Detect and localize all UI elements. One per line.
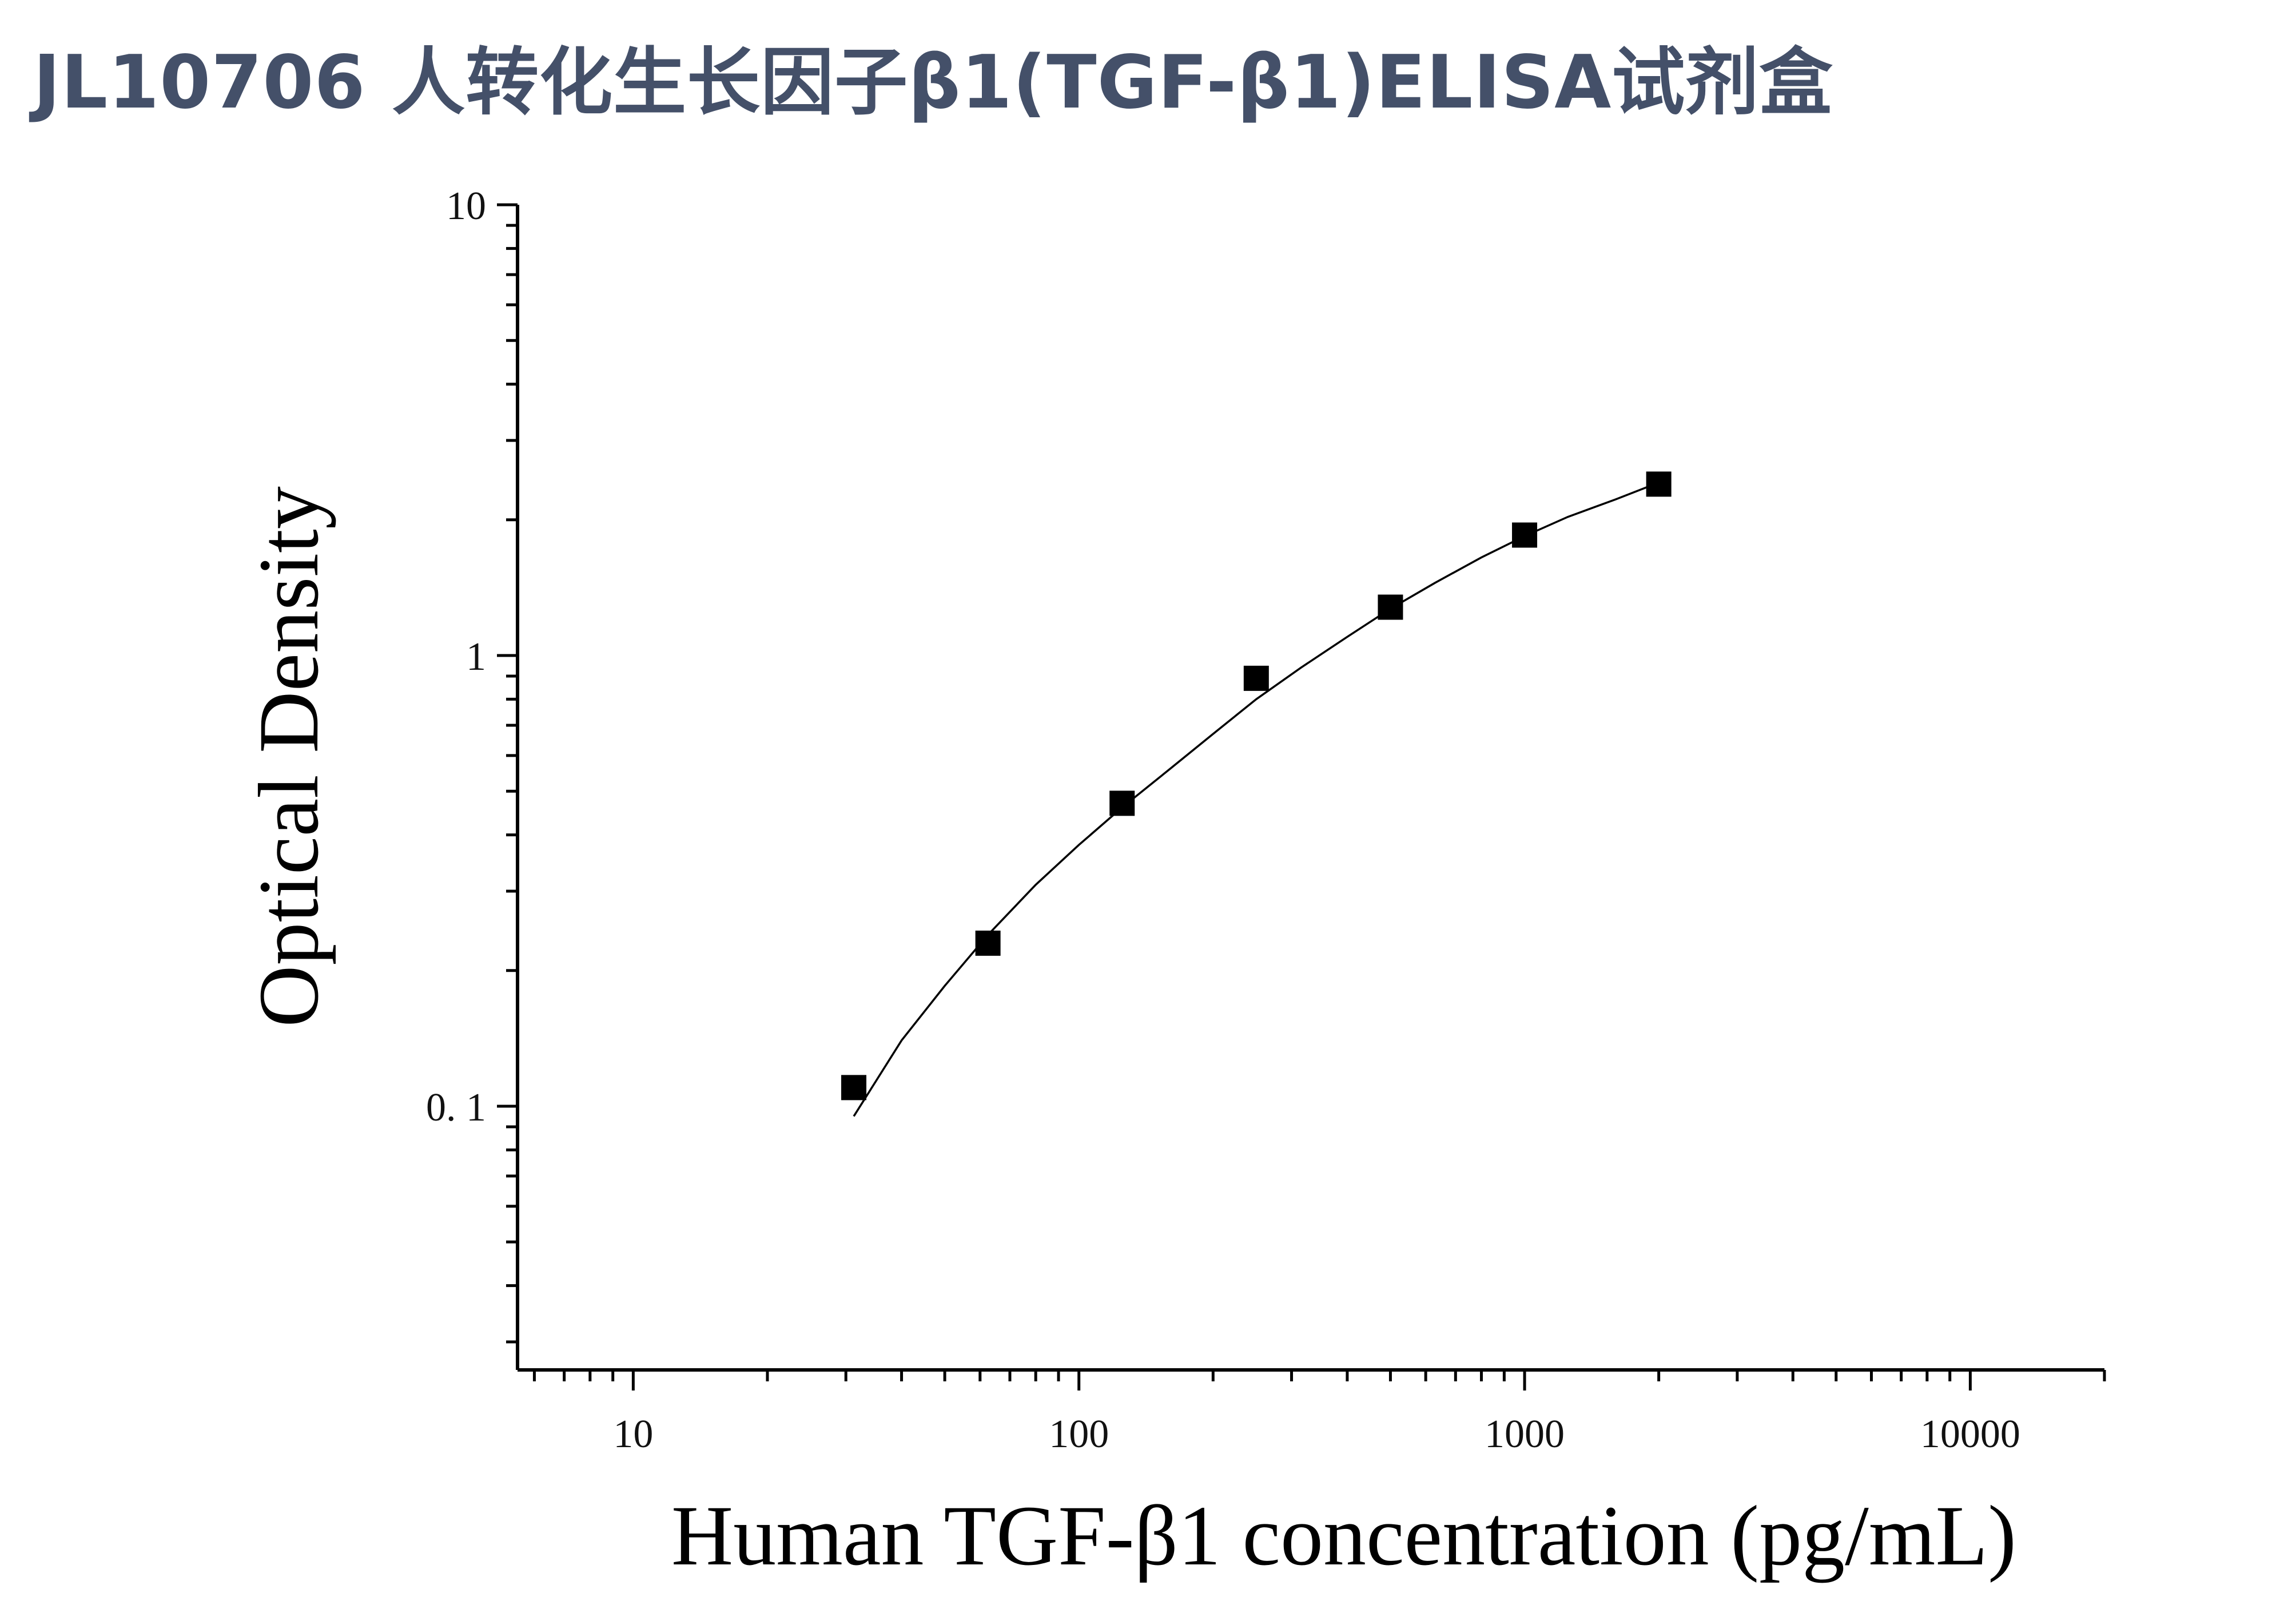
x-tick-label: 100 (1049, 1412, 1109, 1456)
x-tick-label: 10 (613, 1412, 653, 1456)
fit-curve (853, 481, 1660, 1117)
data-point (975, 930, 1001, 956)
y-axis-title: Optical Density (241, 486, 336, 1027)
data-point (1243, 665, 1269, 691)
x-tick-label: 10000 (1920, 1412, 2020, 1456)
x-tick-label: 1000 (1485, 1412, 1565, 1456)
fit-curve-layer (853, 481, 1660, 1117)
data-point (1646, 471, 1672, 497)
data-point (1378, 594, 1403, 620)
axes (497, 203, 2106, 1391)
page-title: JL10706 人转化生长因子β1(TGF-β1)ELISA试剂盒 (33, 40, 1833, 125)
y-tick-label: 1 (466, 635, 486, 679)
data-point (841, 1075, 867, 1101)
data-point (1512, 522, 1538, 548)
data-point (1109, 790, 1135, 816)
data-points-layer (841, 471, 1672, 1101)
x-axis-title: Human TGF-β1 concentration (pg/mL) (671, 1488, 2016, 1583)
y-tick-label: 0. 1 (426, 1086, 486, 1130)
y-tick-label: 10 (446, 184, 486, 228)
tick-labels-layer: 0. 1 1 10 10 100 1000 10000 (426, 184, 2020, 1456)
